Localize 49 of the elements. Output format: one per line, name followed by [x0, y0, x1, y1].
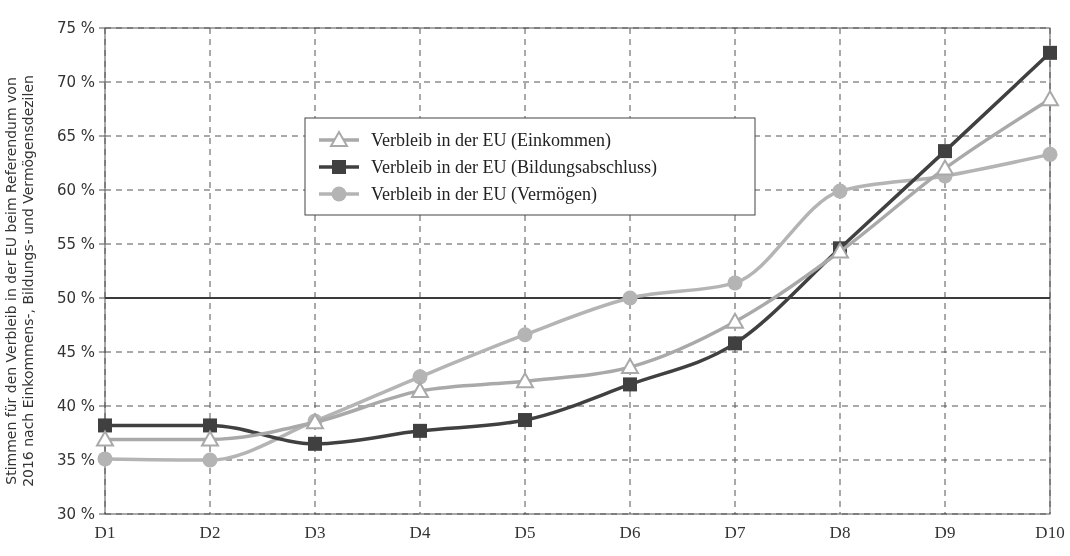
- x-tick-label: D9: [934, 523, 956, 542]
- x-tick-label: D6: [619, 523, 641, 542]
- y-tick-label: 45 %: [56, 343, 95, 362]
- point: [938, 144, 952, 159]
- point: [201, 430, 219, 447]
- x-tick-label: D5: [514, 523, 536, 542]
- point: [413, 423, 427, 438]
- point: [97, 451, 113, 467]
- point: [518, 413, 532, 428]
- y-tick-label: 65 %: [56, 127, 95, 146]
- point: [727, 275, 743, 291]
- y-tick-label: 40 %: [56, 397, 95, 416]
- point: [726, 312, 744, 329]
- point: [516, 372, 534, 389]
- point: [832, 183, 848, 199]
- point: [622, 290, 638, 306]
- legend-label: Verbleib in der EU (Bildungsabschluss): [371, 157, 657, 179]
- point: [1042, 146, 1058, 162]
- point: [1041, 90, 1059, 107]
- point: [1043, 45, 1057, 60]
- point: [623, 377, 637, 392]
- x-tick-label: D3: [304, 523, 326, 542]
- y-tick-label: 70 %: [56, 73, 95, 92]
- legend-label: Verbleib in der EU (Vermögen): [371, 184, 597, 206]
- point: [517, 327, 533, 343]
- y-tick-label: 60 %: [56, 181, 95, 200]
- x-tick-label: D1: [94, 523, 116, 542]
- x-tick-label: D2: [199, 523, 221, 542]
- point: [621, 358, 639, 375]
- legend-label: Verbleib in der EU (Einkommen): [371, 130, 611, 152]
- point: [203, 418, 217, 433]
- y-tick-label: 30 %: [56, 505, 95, 524]
- y-tick-label: 50 %: [56, 289, 95, 308]
- y-axis-title: Stimmen für den Verbleib in der EU beim Referendum von 2016 nach Einkommens-, Bildungs- und Vermögensdezilen: [3, 75, 36, 487]
- x-tick-label: D7: [724, 523, 746, 542]
- point: [202, 452, 218, 468]
- point: [96, 430, 114, 447]
- x-tick-label: D10: [1035, 523, 1065, 542]
- y-tick-label: 75 %: [56, 19, 95, 38]
- point: [411, 381, 429, 398]
- x-tick-label: D4: [409, 523, 431, 542]
- point: [308, 436, 322, 451]
- x-tick-label: D8: [829, 523, 851, 542]
- point: [98, 418, 112, 433]
- point: [728, 336, 742, 351]
- y-tick-label: 35 %: [56, 451, 95, 470]
- y-tick-label: 55 %: [56, 235, 95, 254]
- point: [936, 159, 954, 176]
- point: [412, 369, 428, 385]
